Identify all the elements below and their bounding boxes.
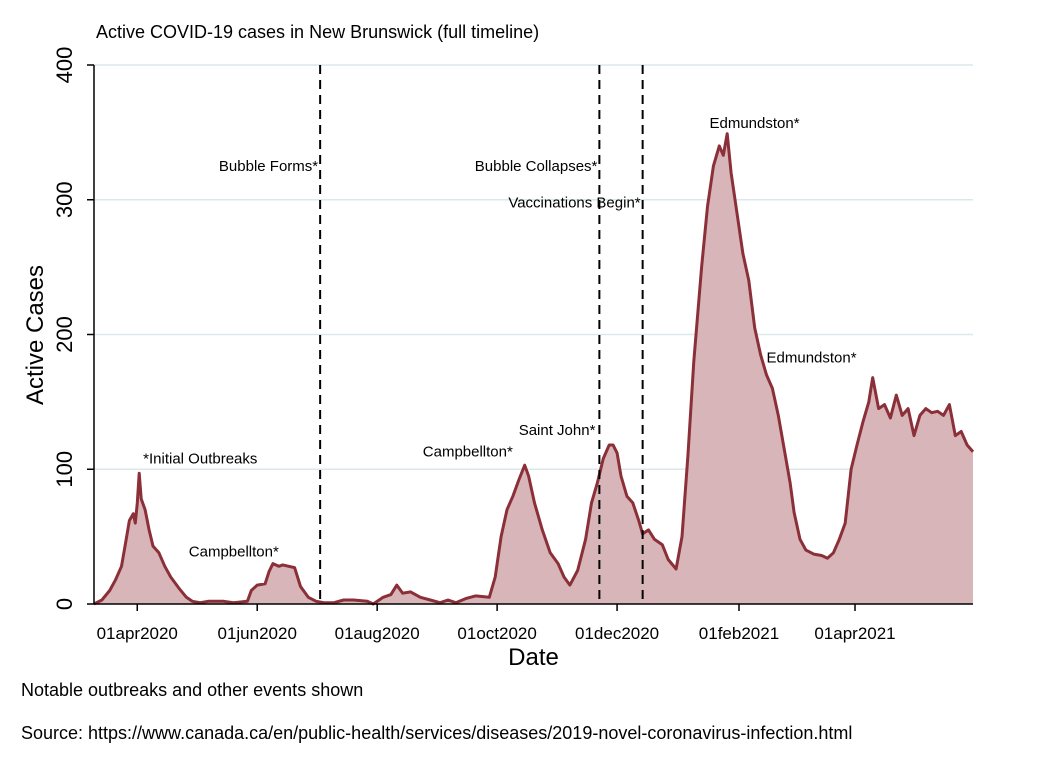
y-axis-title: Active Cases <box>22 265 49 405</box>
annotation-label: Campbellton* <box>423 444 513 461</box>
x-tick-label: 01feb2021 <box>699 624 779 643</box>
annotation-label: Edmundston* <box>767 349 857 366</box>
x-tick-label: 01apr2020 <box>97 624 178 643</box>
x-axis-title: Date <box>508 644 559 670</box>
event-label: Bubble Collapses* <box>475 158 598 175</box>
event-label: Bubble Forms* <box>219 158 318 175</box>
annotation-label: Campbellton* <box>189 543 279 560</box>
y-tick-label: 100 <box>52 451 77 488</box>
y-tick-label: 0 <box>52 598 77 610</box>
y-tick-label: 200 <box>52 316 77 353</box>
chart: Active COVID-19 cases in New Brunswick (… <box>22 22 975 670</box>
x-tick-label: 01oct2020 <box>457 624 536 643</box>
chart-source: Source: https://www.canada.ca/en/public-… <box>21 723 853 743</box>
x-tick-label: 01apr2021 <box>814 624 895 643</box>
y-tick-label: 300 <box>52 181 77 218</box>
series-area <box>94 133 973 604</box>
x-tick-label: 01jun2020 <box>218 624 297 643</box>
event-label: Vaccinations Begin* <box>508 194 640 211</box>
annotation-label: Edmundston* <box>709 115 799 132</box>
x-tick-label: 01aug2020 <box>335 624 420 643</box>
x-tick-label: 01dec2020 <box>575 624 659 643</box>
y-tick-label: 400 <box>52 47 77 84</box>
chart-note: Notable outbreaks and other events shown <box>21 680 364 700</box>
chart-title: Active COVID-19 cases in New Brunswick (… <box>96 22 539 42</box>
annotation-label: Saint John* <box>519 422 596 439</box>
series-line <box>93 132 975 606</box>
annotation-label: *Initial Outbreaks <box>143 450 257 467</box>
